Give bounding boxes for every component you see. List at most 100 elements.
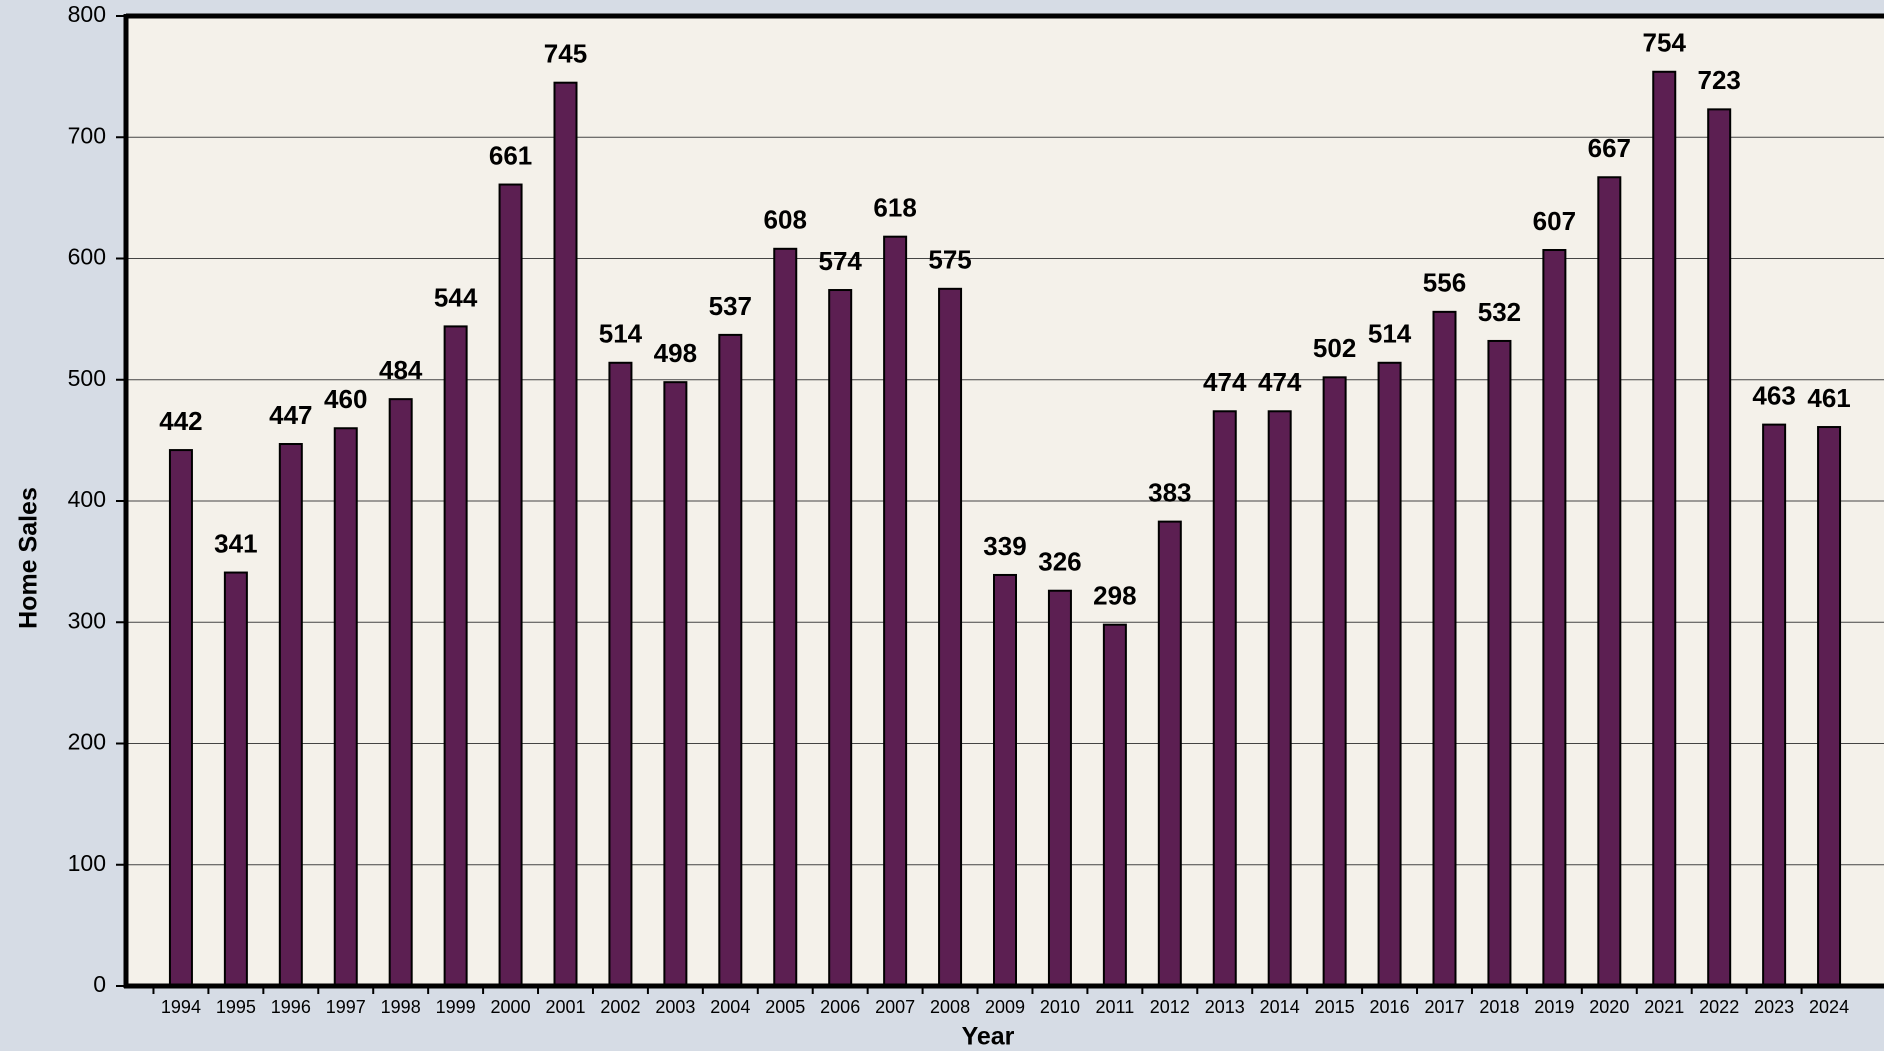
x-tick-label: 2006 (820, 997, 860, 1017)
y-tick-label: 0 (93, 971, 106, 997)
data-label: 618 (873, 193, 916, 223)
bar (443, 325, 468, 987)
x-tick-label: 2010 (1040, 997, 1080, 1017)
bar (1597, 176, 1622, 987)
data-label: 754 (1643, 28, 1687, 58)
bar (1322, 376, 1347, 987)
data-label: 447 (269, 400, 312, 430)
y-tick-label: 800 (68, 1, 106, 27)
x-tick-label: 2013 (1205, 997, 1245, 1017)
bar (1487, 339, 1512, 987)
x-tick-label: 2020 (1589, 997, 1629, 1017)
bar (1377, 361, 1402, 987)
y-tick-label: 100 (68, 850, 106, 876)
bar (1157, 520, 1182, 987)
bar (498, 183, 523, 988)
bars (168, 70, 1842, 988)
x-tick-label: 2005 (765, 997, 805, 1017)
y-tick-label: 600 (68, 244, 106, 270)
bar (553, 81, 578, 987)
x-axis-title: Year (962, 1023, 1015, 1051)
data-label: 574 (818, 246, 862, 276)
bar (1707, 108, 1732, 988)
data-label: 460 (324, 384, 367, 414)
x-tick-label: 2019 (1534, 997, 1574, 1017)
x-tick-label: 1997 (326, 997, 366, 1017)
bar (278, 443, 303, 987)
x-tick-label: 1996 (271, 997, 311, 1017)
bar (1102, 623, 1127, 987)
x-tick-label: 2018 (1479, 997, 1519, 1017)
x-tick-label: 2000 (491, 997, 531, 1017)
x-tick-label: 2014 (1260, 997, 1300, 1017)
x-tick-label: 2016 (1370, 997, 1410, 1017)
x-tick-label: 2008 (930, 997, 970, 1017)
data-label: 442 (159, 406, 202, 436)
bar (828, 289, 853, 987)
data-label: 661 (489, 140, 532, 170)
x-tick-label: 2022 (1699, 997, 1739, 1017)
x-tick-label: 2021 (1644, 997, 1684, 1017)
y-tick-label: 200 (68, 729, 106, 755)
y-axis-title: Home Sales (15, 487, 43, 629)
bar (333, 427, 358, 987)
x-tick-label: 2003 (655, 997, 695, 1017)
x-tick-label: 2023 (1754, 997, 1794, 1017)
bar (168, 449, 193, 987)
data-label: 608 (764, 205, 807, 235)
data-label: 575 (928, 245, 971, 275)
x-tick-label: 2017 (1424, 997, 1464, 1017)
y-tick-label: 400 (68, 486, 106, 512)
data-label: 484 (379, 355, 423, 385)
x-tick-label: 1999 (436, 997, 476, 1017)
x-tick-label: 1998 (381, 997, 421, 1017)
bar (1212, 410, 1237, 987)
data-label: 326 (1038, 547, 1081, 577)
data-label: 502 (1313, 333, 1356, 363)
data-label: 339 (983, 531, 1026, 561)
bar (608, 361, 633, 987)
data-label: 383 (1148, 477, 1191, 507)
x-tick-label: 1994 (161, 997, 201, 1017)
data-label: 514 (1368, 319, 1412, 349)
bar (1047, 589, 1072, 987)
data-label: 514 (599, 319, 643, 349)
data-label: 667 (1588, 133, 1631, 163)
x-tick-label: 2009 (985, 997, 1025, 1017)
bar (718, 333, 743, 987)
bar (1817, 426, 1842, 988)
bar (993, 573, 1017, 988)
y-tick-label: 700 (68, 122, 106, 148)
bar (773, 247, 798, 988)
data-label: 745 (544, 39, 587, 69)
x-tick-label: 2004 (710, 997, 750, 1017)
x-tick-label: 2007 (875, 997, 915, 1017)
x-tick-label: 2001 (545, 997, 585, 1017)
bar (1267, 410, 1292, 987)
bar (663, 381, 688, 987)
data-label: 556 (1423, 268, 1466, 298)
data-label: 532 (1478, 297, 1521, 327)
bar (1542, 249, 1567, 987)
bar (1652, 70, 1677, 987)
data-label: 461 (1807, 383, 1850, 413)
x-tick-label: 2011 (1096, 997, 1135, 1017)
data-label: 463 (1752, 380, 1795, 410)
x-tick-label: 1995 (216, 997, 256, 1017)
data-label: 298 (1093, 581, 1136, 611)
y-tick-label: 300 (68, 607, 106, 633)
y-tick-label: 500 (68, 365, 106, 391)
data-label: 474 (1258, 367, 1302, 397)
data-label: 474 (1203, 367, 1247, 397)
x-tick-label: 2015 (1315, 997, 1355, 1017)
bar (223, 571, 248, 987)
data-label: 607 (1533, 206, 1576, 236)
bar (1762, 423, 1787, 987)
data-label: 544 (434, 282, 478, 312)
bar (938, 287, 963, 987)
bar (883, 235, 908, 988)
data-label: 341 (214, 528, 257, 558)
data-label: 723 (1697, 65, 1740, 95)
data-label: 498 (654, 338, 697, 368)
